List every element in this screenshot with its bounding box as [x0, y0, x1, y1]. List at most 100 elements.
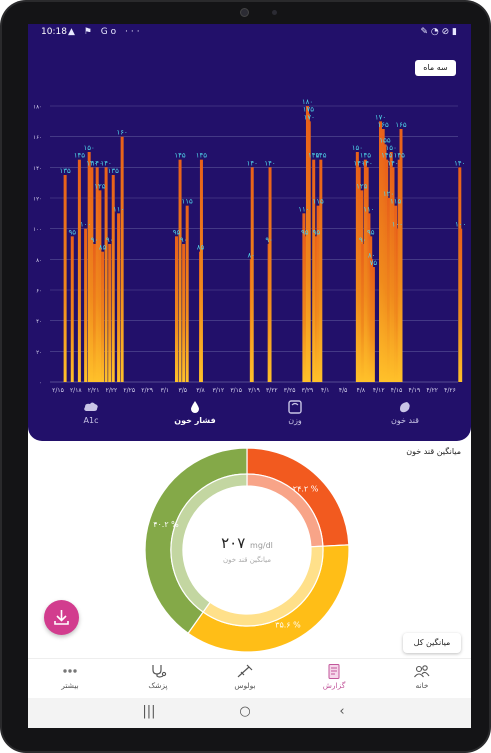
x-tick-label: ۴/۲۶: [444, 387, 456, 394]
report-icon: [328, 664, 340, 679]
chart-bar: [111, 175, 115, 382]
bar-value-label: ۱۵۰: [84, 144, 95, 152]
x-tick-label: ۳/۲۲: [266, 387, 278, 394]
x-tick-label: ۲/۲۵: [123, 387, 135, 394]
status-time: 10:18: [41, 27, 67, 37]
y-tick-label: ۱۶۰: [33, 135, 42, 141]
bar-value-label: ۱۴۵: [174, 152, 186, 160]
notification-icons: ▲ ⚑ Go ···: [68, 27, 143, 37]
chart-bar: [98, 190, 102, 382]
average-unit: mg/dl: [250, 541, 273, 550]
x-tick-label: ۳/۱: [161, 387, 169, 394]
system-navigation-bar: ||| ○ ‹: [28, 698, 471, 728]
chart-bar: [120, 136, 124, 382]
chart-bar: [303, 236, 307, 382]
tab-blood-glucose[interactable]: قند خون: [350, 396, 460, 441]
bar-value-label: ۱۴۵: [308, 152, 320, 160]
download-icon: [54, 610, 69, 625]
chart-bar: [95, 167, 99, 382]
glucose-donut-chart: ۲۴.۲ % ۳۵.۶ % ۴۰.۲ % ۲۰۷ mg/dl میانگین قند…: [144, 447, 350, 653]
x-tick-label: ۳/۱۵: [230, 387, 242, 394]
chart-bar: [77, 159, 81, 382]
x-tick-label: ۳/۲۹: [302, 387, 314, 394]
y-tick-label: ۶۰: [36, 289, 42, 295]
cloud-icon: [84, 402, 98, 411]
range-select-button[interactable]: سه ماه: [415, 60, 456, 76]
chart-bar: [117, 213, 121, 382]
bar-value-label: ۱۴۵: [196, 152, 208, 160]
bar-value-label: ۹۰: [265, 236, 273, 244]
y-tick-label: ۱۲۰: [33, 197, 42, 203]
chart-bar: [70, 236, 74, 382]
x-tick-label: ۴/۱۹: [409, 387, 421, 394]
chart-type-tabs: قند خون وزن فشار خون: [28, 396, 471, 441]
tab-weight-label: وزن: [288, 416, 302, 425]
chart-bar: [307, 121, 311, 382]
overall-average-button[interactable]: میانگین کل: [403, 633, 461, 653]
chart-bar: [367, 213, 371, 382]
chart-bar: [182, 244, 186, 382]
nav-report[interactable]: گزارش: [290, 659, 378, 699]
summary-title: میانگین قند خون: [406, 447, 461, 456]
nav-bolus[interactable]: بولوس: [201, 659, 289, 699]
x-tick-label: ۲/۱۵: [52, 387, 64, 394]
tab-a1c[interactable]: A1c: [36, 396, 146, 441]
x-tick-label: ۴/۵: [339, 387, 347, 394]
bar-value-label: ۱۲۵: [356, 182, 368, 190]
chart-bar: [459, 228, 463, 382]
chart-bar: [389, 152, 393, 382]
donut-slice-label: ۳۵.۶ %: [275, 620, 301, 629]
chart-bar: [379, 121, 383, 382]
status-bar: 10:18 ▲ ⚑ Go ··· ✎ ◔ ⊘ ▮: [28, 24, 471, 40]
download-button[interactable]: [44, 600, 79, 635]
bar-value-label: ۹۰: [91, 236, 99, 244]
bar-value-label: ۸۰: [368, 251, 376, 259]
tab-blood-pressure-label: فشار خون: [174, 416, 216, 425]
more-icon: [63, 669, 77, 673]
chart-bar: [371, 267, 375, 382]
glucose-drop-icon: [400, 402, 410, 413]
tab-weight[interactable]: وزن: [240, 396, 350, 441]
bar-value-label: ۱۸۰: [302, 98, 313, 106]
bar-value-label: ۱۱۵: [390, 198, 402, 206]
y-tick-label: ۱۸۰: [33, 105, 42, 111]
chart-bar: [178, 159, 182, 382]
nav-report-label: گزارش: [322, 681, 346, 690]
donut-center: [183, 486, 311, 614]
tab-blood-glucose-label: قند خون: [391, 416, 419, 425]
x-tick-label: ۳/۱۹: [248, 387, 260, 394]
x-tick-label: ۴/۸: [357, 387, 366, 394]
x-tick-label: ۳/۱۲: [213, 387, 225, 394]
nav-doctor[interactable]: پزشک: [114, 659, 202, 699]
bar-value-label: ۱۲۵: [94, 182, 106, 190]
nav-home[interactable]: خانه: [378, 659, 466, 699]
recents-button[interactable]: |||: [142, 704, 156, 719]
average-number: ۲۰۷: [221, 534, 246, 552]
bar-value-label: ۱۴۰: [86, 159, 97, 167]
home-button[interactable]: ○: [239, 704, 251, 719]
chart-bar: [199, 159, 203, 382]
x-tick-label: ۴/۱۲: [373, 387, 385, 394]
bar-value-label: ۱۴۰: [387, 159, 398, 167]
nav-more[interactable]: بیشتر: [28, 659, 114, 699]
donut-svg: ۲۴.۲ % ۳۵.۶ % ۴۰.۲ %: [144, 447, 350, 653]
bar-value-label: ۱۱۰: [363, 205, 374, 213]
y-tick-label: ۰: [39, 381, 42, 387]
bar-value-label: ۸۵: [99, 244, 107, 252]
bar-value-label: ۹۵: [68, 228, 76, 236]
bar-value-label: ۹۵: [301, 228, 309, 236]
bar-value-label: ۸۵: [197, 244, 205, 252]
tab-blood-pressure[interactable]: فشار خون: [140, 396, 250, 441]
bar-value-label: ۱۴۰: [247, 159, 258, 167]
bar-value-label: ۱۴۰: [264, 159, 275, 167]
chart-bar: [365, 167, 369, 382]
nav-more-label: بیشتر: [61, 681, 79, 690]
chart-bar: [385, 159, 389, 382]
x-tick-label: ۳/۵: [178, 387, 186, 394]
syringe-icon: [237, 664, 253, 678]
back-button[interactable]: ‹: [339, 704, 345, 719]
x-tick-label: ۲/۲۹: [141, 387, 153, 394]
chart-bar: [185, 205, 189, 382]
bar-value-label: ۱۴۰: [100, 159, 111, 167]
x-tick-label: ۳/۸: [196, 387, 205, 394]
